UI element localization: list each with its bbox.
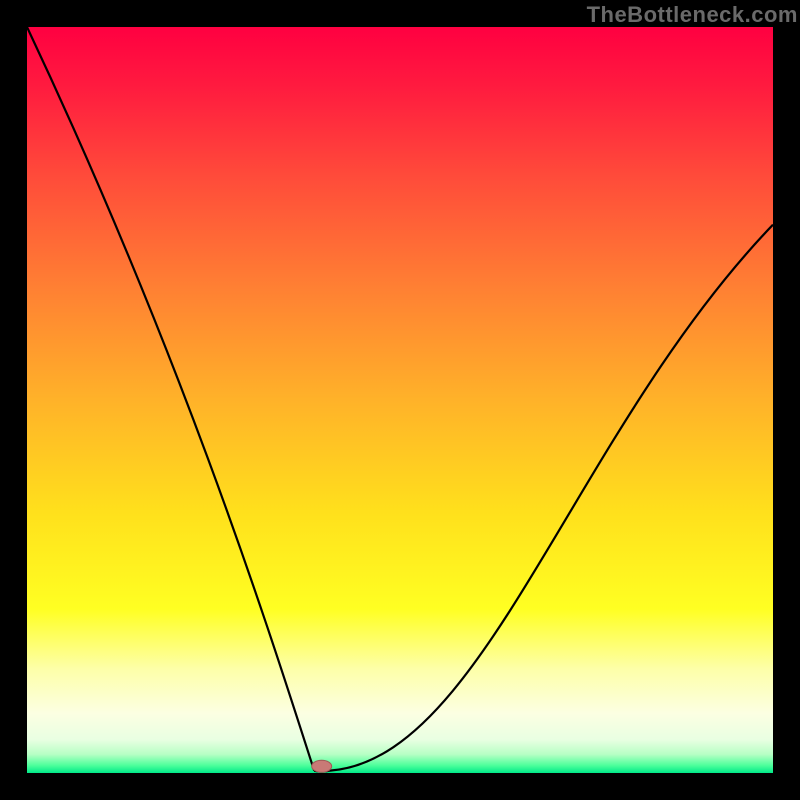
watermark-text: TheBottleneck.com <box>587 2 798 28</box>
gradient-background <box>27 27 773 773</box>
plot-frame <box>27 27 773 773</box>
optimum-marker <box>312 760 332 772</box>
bottleneck-chart <box>27 27 773 773</box>
